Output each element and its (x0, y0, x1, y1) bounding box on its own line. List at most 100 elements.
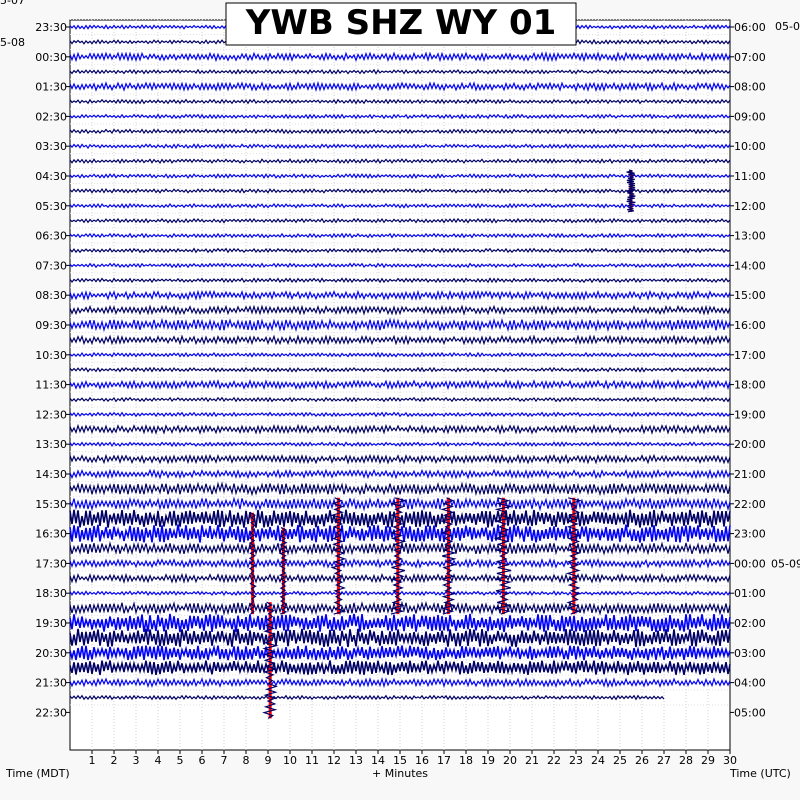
trace-row (69, 51, 731, 63)
chart-title: YWB SHZ WY 01 (225, 2, 577, 46)
right-time-label: 03:00 (734, 647, 766, 660)
seismic-events (248, 169, 636, 719)
left-time-label: 23:30 (35, 21, 67, 34)
trace-row (69, 317, 731, 333)
right-axis-label: Time (UTC) (729, 767, 791, 780)
right-time-label: 18:00 (734, 379, 766, 392)
x-tick-label: 21 (525, 754, 539, 767)
x-tick-label: 4 (155, 754, 162, 767)
trace-row (69, 644, 731, 662)
x-tick-label: 29 (701, 754, 715, 767)
x-tick-label: 7 (221, 754, 228, 767)
x-tick-label: 15 (393, 754, 407, 767)
x-tick-label: 16 (415, 754, 429, 767)
x-tick-label: 25 (613, 754, 627, 767)
right-time-label: 15:00 (734, 289, 766, 302)
trace-row (69, 158, 731, 165)
right-time-label: 11:00 (734, 170, 766, 183)
trace-row (69, 351, 731, 358)
title-box (225, 2, 577, 46)
right-time-label: 19:00 (734, 408, 766, 421)
left-axis-label: Time (MDT) (5, 767, 70, 780)
left-time-label: 10:30 (35, 349, 67, 362)
left-date-label: 5-07 (0, 0, 25, 7)
x-axis-ticks: 1 2 3 4 5 6 7 8 9 10 11 12 13 14 15 16 17 18 19 20 21 22 23 24 2… (89, 750, 737, 767)
right-time-label: 20:00 (734, 438, 766, 451)
right-time-label: 09:00 (734, 110, 766, 123)
x-tick-label: 8 (243, 754, 250, 767)
x-tick-label: 26 (635, 754, 649, 767)
x-tick-label: 1 (89, 754, 96, 767)
trace-row (69, 80, 731, 93)
right-time-label: 17:00 (734, 349, 766, 362)
right-time-label: 01:00 (734, 587, 766, 600)
trace-row (69, 659, 731, 676)
right-time-label: 08:00 (734, 81, 766, 94)
right-time-label: 00:00 (734, 557, 766, 570)
trace-row (69, 481, 731, 497)
left-time-label: 01:30 (35, 81, 67, 94)
event-waveform (493, 497, 513, 615)
trace-row (69, 676, 731, 689)
left-date-label: 5-08 (0, 36, 25, 49)
left-time-label: 16:30 (35, 528, 67, 541)
right-time-label: 16:00 (734, 319, 766, 332)
right-time-labels: 06:00 07:00 08:00 09:00 10:00 11:00 12:00 13:00… (730, 20, 800, 719)
right-time-label: 23:00 (734, 528, 766, 541)
x-tick-label: 17 (437, 754, 451, 767)
left-time-label: 07:30 (35, 259, 67, 272)
trace-row (69, 423, 731, 436)
left-time-label: 18:30 (35, 587, 67, 600)
left-time-label: 06:30 (35, 230, 67, 243)
right-time-label: 12:00 (734, 200, 766, 213)
trace-row (69, 557, 731, 569)
x-tick-label: 22 (547, 754, 561, 767)
plot-grid (70, 19, 730, 750)
event-waveform (389, 497, 407, 615)
left-time-label: 14:30 (35, 468, 67, 481)
trace-row (69, 396, 731, 403)
x-tick-label: 27 (657, 754, 671, 767)
x-tick-label: 2 (111, 754, 118, 767)
x-tick-label: 13 (349, 754, 363, 767)
right-time-label: 07:00 (734, 51, 766, 64)
trace-row (69, 334, 731, 346)
right-time-label: 22:00 (734, 498, 766, 511)
trace-row (69, 143, 731, 150)
left-time-label: 17:30 (35, 557, 67, 570)
left-time-label: 05:30 (35, 200, 67, 213)
trace-row (69, 289, 731, 301)
trace-row (69, 277, 731, 284)
event-waveform (278, 527, 289, 615)
trace-row (69, 262, 731, 269)
x-tick-label: 11 (305, 754, 319, 767)
x-tick-label: 23 (569, 754, 583, 767)
x-tick-label: 6 (199, 754, 206, 767)
x-tick-label: 9 (265, 754, 272, 767)
right-time-label: 06:00 (734, 21, 766, 34)
trace-row (69, 68, 731, 75)
left-time-labels: 23:30 00:30 01:30 02:30 03:30 04:30 05:30 06:30… (0, 0, 70, 719)
left-time-label: 04:30 (35, 170, 67, 183)
title-text: YWB SHZ WY 01 (245, 3, 557, 43)
x-tick-label: 3 (133, 754, 140, 767)
trace-row (69, 613, 731, 633)
x-tick-label: 19 (481, 754, 495, 767)
left-time-label: 03:30 (35, 140, 67, 153)
left-time-label: 20:30 (35, 647, 67, 660)
left-time-label: 12:30 (35, 408, 67, 421)
right-time-label: 21:00 (734, 468, 766, 481)
event-waveform (248, 512, 257, 615)
x-tick-label: 12 (327, 754, 341, 767)
right-time-label: 02:00 (734, 617, 766, 630)
x-tick-label: 30 (723, 754, 737, 767)
trace-row (69, 217, 731, 224)
trace-row (69, 202, 731, 209)
trace-row (69, 173, 731, 179)
trace-row (69, 694, 665, 701)
x-tick-label: 5 (177, 754, 184, 767)
trace-row (69, 441, 731, 448)
trace-row (69, 468, 731, 480)
left-time-label: 22:30 (35, 706, 67, 719)
